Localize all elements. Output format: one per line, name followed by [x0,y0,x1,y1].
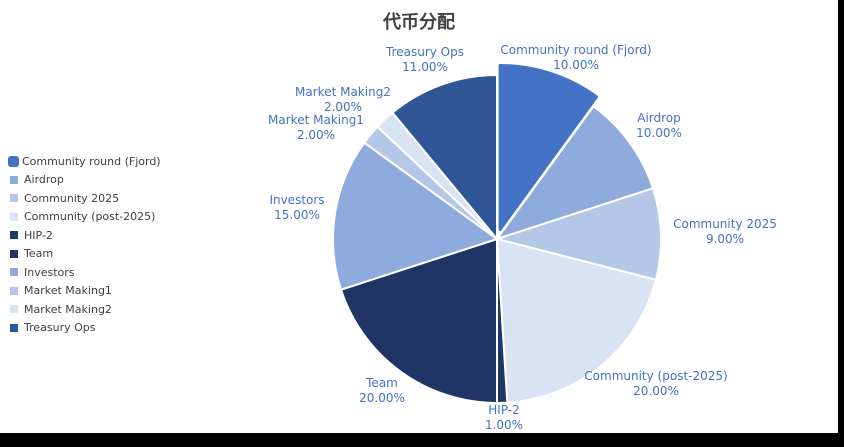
slice-label-value: 10.00% [553,58,599,72]
legend-item-airdrop: Airdrop [10,171,161,190]
chart-title: 代币分配 [383,12,455,33]
legend-item-hip-2: HIP-2 [10,226,161,245]
legend-swatch [10,305,18,314]
chart-legend: Community round (Fjord) Airdrop Community … [8,152,161,338]
legend-item-market-making1: Market Making1 [10,282,161,301]
slice-label-value: 9.00% [706,232,744,246]
pie-slice-investors [332,141,500,291]
slice-label-name: Investors [269,193,324,207]
legend-swatch [10,231,18,240]
legend-swatch [10,212,18,221]
pie-slice-airdrop [494,104,655,241]
pie-slice-treasury-ops [391,73,498,242]
slice-label-market-making1: Market Making1 2.00% [268,113,364,142]
legend-item-community-round-fjord: Community round (Fjord) [8,152,161,171]
legend-swatch [10,268,18,277]
slice-label-community-2025: Community 2025 9.00% [673,217,777,246]
slice-label-team: Team 20.00% [359,376,405,405]
pie-slice-community-2025 [493,187,662,282]
pie-slice-team [339,237,498,405]
slice-label-value: 11.00% [402,60,448,74]
slice-label-name: Team [365,376,398,390]
legend-swatch [10,175,18,184]
slice-label-community-post-2025: Community (post-2025) 20.00% [584,369,727,398]
legend-item-market-making2: Market Making2 [10,300,161,319]
legend-swatch [10,323,18,332]
slice-label-investors: Investors 15.00% [269,193,324,222]
slice-label-value: 10.00% [636,126,682,140]
slice-label-value: 20.00% [633,384,679,398]
legend-label: Community 2025 [24,191,120,205]
legend-label: Airdrop [24,173,64,187]
slice-label-name: HIP-2 [488,403,520,417]
legend-label: Investors [24,265,75,279]
legend-item-team: Team [10,245,161,264]
pie-slice-community-round-fjord [498,63,598,231]
pie-slice-community-post-2025 [495,237,658,404]
slice-label-value: 2.00% [297,128,335,142]
slice-label-value: 1.00% [485,418,523,432]
slice-label-treasury-ops: Treasury Ops 11.00% [385,45,464,74]
legend-label: Community (post-2025) [24,210,156,224]
slice-label-name: Market Making1 [268,113,364,127]
legend-swatch [10,249,18,258]
legend-item-treasury-ops: Treasury Ops [10,319,161,338]
slice-label-name: Airdrop [637,111,681,125]
legend-label: HIP-2 [24,228,53,242]
legend-label: Community round (Fjord) [22,154,161,168]
legend-label: Market Making2 [24,302,112,316]
pie-chart: Community round (Fjord) 10.00%Airdrop 10.0… [268,43,777,432]
slice-label-hip-2: HIP-2 1.00% [485,403,523,432]
slice-label-name: Community round (Fjord) [500,43,651,57]
slice-label-community-round-fjord: Community round (Fjord) 10.00% [500,43,651,72]
legend-label: Treasury Ops [24,321,96,335]
legend-item-community-post-2025: Community (post-2025) [10,208,161,227]
slice-label-value: 20.00% [359,391,405,405]
slice-label-airdrop: Airdrop 10.00% [636,111,682,140]
chart-card: 代币分配 Community round (Fjord) Airdrop Commu… [0,0,838,433]
slice-label-value: 15.00% [274,208,320,222]
slice-label-name: Community (post-2025) [584,369,727,383]
legend-swatch [8,155,19,167]
slice-label-value: 2.00% [324,100,362,114]
slice-label-name: Community 2025 [673,217,777,231]
legend-swatch [10,286,18,295]
slice-label-market-making2: Market Making2 2.00% [295,85,391,114]
slice-label-name: Treasury Ops [385,45,464,59]
legend-item-investors: Investors [10,263,161,282]
slice-label-name: Market Making2 [295,85,391,99]
legend-label: Market Making1 [24,284,112,298]
legend-swatch [10,194,18,203]
legend-item-community-2025: Community 2025 [10,189,161,208]
legend-label: Team [24,247,54,261]
